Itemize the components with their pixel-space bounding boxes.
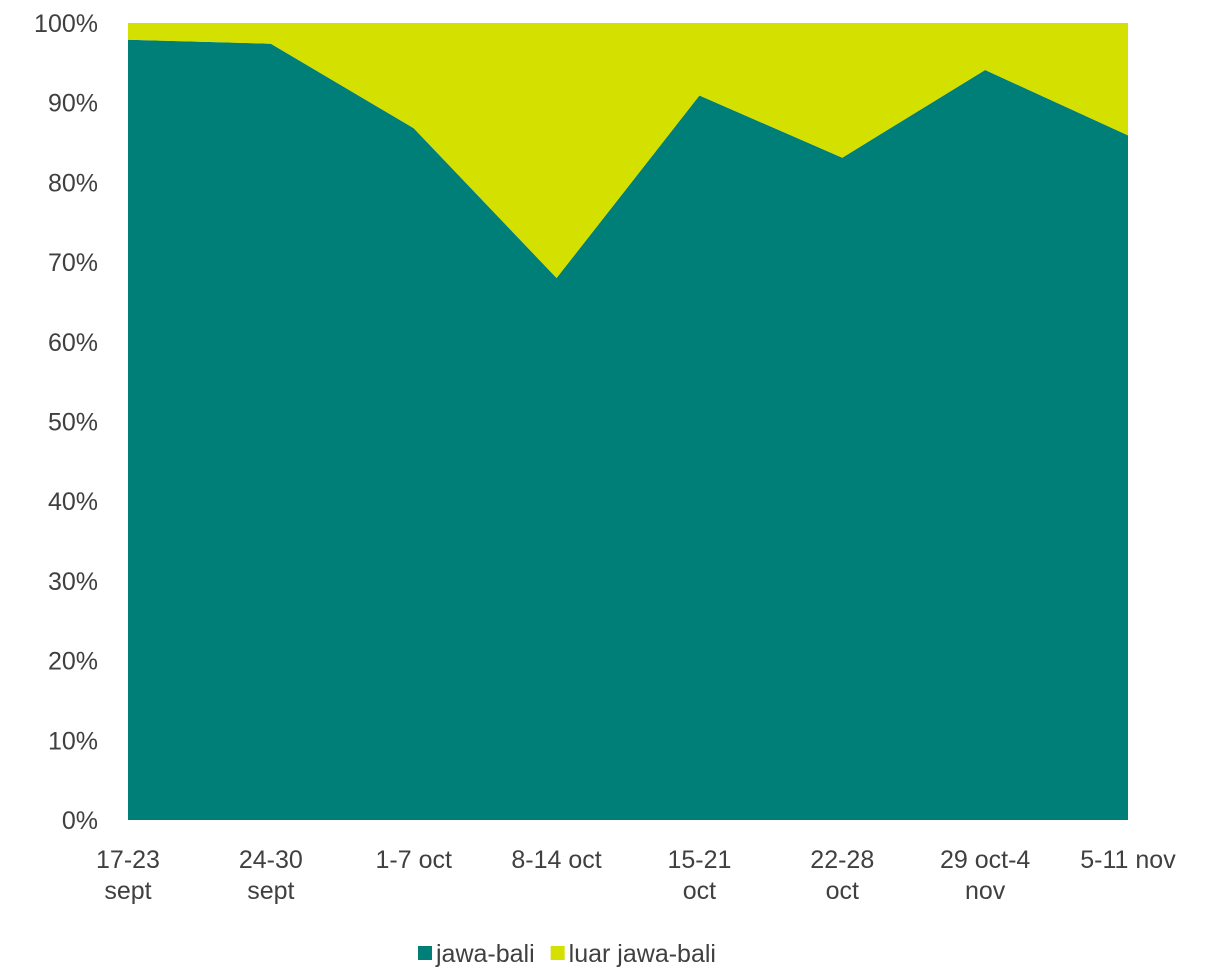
y-tick-label: 60% bbox=[48, 329, 98, 357]
area-jawa-bali bbox=[128, 39, 1128, 820]
y-tick-label: 90% bbox=[48, 90, 98, 118]
area-luar-jawa-bali bbox=[128, 23, 1128, 279]
legend: jawa-bali luar jawa-bali bbox=[418, 940, 716, 968]
y-axis: 0% 10% 20% 30% 40% 50% 60% 70% 80% 90% 100% bbox=[34, 10, 98, 835]
y-tick-label: 0% bbox=[62, 807, 98, 835]
x-tick-label: 8-14 oct bbox=[511, 846, 601, 874]
legend-label: jawa-bali bbox=[435, 940, 535, 968]
y-tick-label: 70% bbox=[48, 249, 98, 277]
y-tick-label: 20% bbox=[48, 648, 98, 676]
legend-swatch bbox=[550, 946, 565, 960]
x-axis: 17-23 sept 24-30 sept 1-7 oct 8-14 oct 15-21 oc… bbox=[96, 846, 1176, 905]
y-tick-label: 10% bbox=[48, 727, 98, 755]
y-tick-label: 80% bbox=[48, 169, 98, 197]
x-tick-label: 22-28 oct bbox=[810, 846, 874, 905]
y-tick-label: 40% bbox=[48, 488, 98, 516]
y-tick-label: 30% bbox=[48, 568, 98, 596]
x-tick-label: 24-30 sept bbox=[239, 846, 303, 905]
plot-areas bbox=[128, 23, 1128, 820]
y-tick-label: 100% bbox=[34, 10, 98, 38]
x-tick-label: 15-21 oct bbox=[667, 846, 731, 905]
legend-swatch bbox=[418, 946, 432, 960]
y-tick-label: 50% bbox=[48, 409, 98, 437]
x-tick-label: 17-23 sept bbox=[96, 846, 160, 905]
x-tick-label: 29 oct-4 nov bbox=[940, 846, 1030, 905]
x-tick-label: 5-11 nov bbox=[1080, 846, 1176, 874]
legend-label: luar jawa-bali bbox=[569, 940, 716, 968]
x-tick-label: 1-7 oct bbox=[375, 846, 451, 874]
